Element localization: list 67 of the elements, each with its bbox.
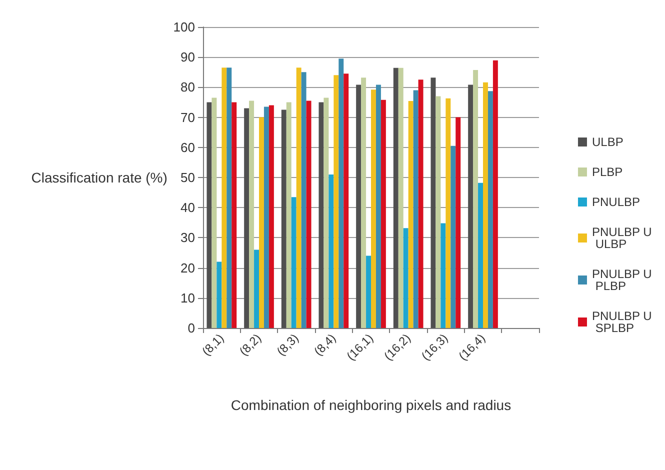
bar (244, 108, 250, 328)
bar (488, 91, 493, 328)
bar (398, 68, 404, 328)
y-axis-title: Classification rate (%) (31, 170, 168, 186)
bar (249, 100, 254, 328)
bar (440, 223, 446, 328)
bar (281, 110, 286, 328)
legend-label: PNULBP U ULBP (592, 225, 652, 251)
y-tick-label: 20 (180, 260, 195, 276)
bar (456, 117, 461, 328)
bar (366, 256, 371, 328)
bar (393, 68, 398, 328)
bar (356, 84, 362, 328)
bar (268, 105, 274, 328)
y-tick-label: 30 (180, 230, 195, 246)
bar (328, 174, 334, 328)
bar (478, 182, 483, 328)
bar (206, 102, 212, 328)
bar (222, 68, 227, 328)
bar (259, 117, 264, 328)
bar (413, 90, 418, 328)
bar (212, 98, 217, 328)
bar (492, 60, 498, 328)
y-tick-label: 80 (180, 80, 195, 95)
bar (301, 72, 306, 328)
bar (344, 74, 349, 328)
bar (216, 262, 222, 328)
bar (450, 146, 456, 328)
y-tick-label: 90 (180, 50, 195, 65)
bar (291, 197, 296, 328)
bar (446, 98, 451, 328)
bar (232, 102, 237, 328)
bar (376, 84, 381, 328)
bar (286, 102, 292, 328)
bar (473, 70, 478, 328)
y-tick-label: 0 (188, 320, 195, 336)
bar (334, 75, 339, 328)
bar (306, 100, 312, 328)
x-axis-title: Combination of neighboring pixels and radius (230, 397, 512, 413)
bar (296, 68, 302, 328)
bar (324, 98, 329, 328)
y-tick-label: 100 (173, 20, 195, 34)
y-tick-label: 50 (180, 170, 195, 185)
bar (338, 58, 344, 328)
bar (361, 78, 366, 328)
legend-label: ULBP (592, 135, 624, 149)
bar (318, 102, 324, 328)
bar (380, 100, 386, 328)
legend-label: PNULBP (592, 195, 640, 209)
bar (408, 101, 414, 328)
bar (436, 96, 441, 328)
bar (430, 78, 436, 328)
bar (371, 90, 376, 328)
legend-label: PNULBP U SPLBP (592, 309, 652, 335)
legend-label: PLBP (592, 165, 623, 179)
bar (403, 228, 408, 328)
bar (483, 82, 488, 328)
bar (468, 84, 474, 328)
bar (254, 250, 259, 328)
legend-label: PNULBP U PLBP (592, 267, 652, 293)
y-tick-label: 60 (180, 140, 195, 155)
bar (226, 68, 232, 328)
y-tick-label: 70 (180, 110, 195, 125)
y-tick-label: 40 (180, 200, 195, 216)
bar (264, 106, 269, 328)
y-tick-label: 10 (180, 290, 195, 306)
bar (418, 80, 424, 328)
